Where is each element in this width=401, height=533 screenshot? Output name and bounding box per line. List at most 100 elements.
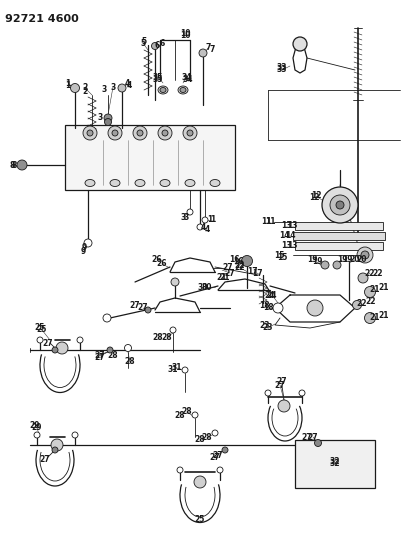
Text: 3: 3 [97,114,103,123]
Text: 3: 3 [110,83,115,92]
Text: 28: 28 [152,333,163,342]
Text: 31: 31 [168,366,178,375]
Circle shape [365,287,375,297]
Text: 27: 27 [40,456,50,464]
Text: 3: 3 [180,213,186,222]
Circle shape [34,432,40,438]
Text: 22: 22 [357,298,367,308]
Text: 1: 1 [210,215,215,224]
Text: 28: 28 [202,433,212,442]
Circle shape [170,327,176,333]
Text: 30: 30 [202,282,212,292]
Text: 15: 15 [275,251,285,260]
Circle shape [278,400,290,412]
Text: 34: 34 [182,72,192,82]
Bar [295,222,383,230]
Text: 19: 19 [312,257,322,266]
Circle shape [299,390,305,396]
Text: 35: 35 [153,72,163,82]
Text: 1: 1 [65,78,71,87]
Text: 21: 21 [378,311,389,319]
Text: 6: 6 [159,39,164,49]
Text: 13: 13 [287,241,297,251]
Text: 26: 26 [152,255,162,264]
Circle shape [77,337,83,343]
Text: 4: 4 [124,78,130,87]
Text: 33: 33 [277,63,287,72]
Text: 28: 28 [174,410,185,419]
Circle shape [361,251,369,259]
Text: 27: 27 [130,301,140,310]
Text: 21: 21 [370,312,380,321]
Circle shape [365,312,375,324]
Circle shape [162,130,168,136]
Text: 22: 22 [235,261,245,270]
Text: 17: 17 [252,269,262,278]
Text: 9: 9 [81,244,87,253]
Circle shape [321,261,329,269]
Text: 27: 27 [95,351,105,360]
Ellipse shape [178,86,188,94]
Circle shape [145,307,151,313]
Text: 22: 22 [372,269,383,278]
Circle shape [357,247,373,263]
Circle shape [103,314,111,322]
Text: 7: 7 [205,44,211,52]
Text: 29: 29 [30,421,40,430]
Text: 21: 21 [370,286,380,295]
Circle shape [152,43,158,50]
Text: 27: 27 [308,432,318,441]
Text: 13: 13 [282,241,292,251]
Ellipse shape [180,87,186,93]
Text: 18: 18 [263,303,273,312]
Text: 20: 20 [356,255,367,264]
Circle shape [212,430,218,436]
Circle shape [52,447,58,453]
Circle shape [107,347,113,353]
Circle shape [358,273,368,283]
Circle shape [105,118,111,125]
Text: 27: 27 [223,263,233,272]
Text: 28: 28 [182,408,192,416]
Text: 5: 5 [142,37,146,46]
Circle shape [51,439,63,451]
Circle shape [112,130,118,136]
Circle shape [194,476,206,488]
Circle shape [197,224,203,230]
Text: 21: 21 [378,284,389,293]
Circle shape [192,412,198,418]
Circle shape [273,303,283,313]
Text: 17: 17 [247,268,258,277]
Text: 32: 32 [330,457,340,466]
Circle shape [108,126,122,140]
Ellipse shape [185,180,195,187]
Text: 24: 24 [265,290,275,300]
Text: 27: 27 [213,450,223,459]
Text: 6: 6 [154,41,160,50]
Bar [293,232,385,240]
Circle shape [241,255,253,266]
Text: 25: 25 [195,515,205,524]
Text: 22: 22 [235,263,245,272]
Text: 16: 16 [229,255,240,264]
Circle shape [87,130,93,136]
Circle shape [52,347,58,353]
Circle shape [118,84,126,92]
Text: 5: 5 [140,38,146,47]
Text: 3: 3 [101,85,107,94]
Text: 14: 14 [279,231,290,240]
Bar [295,440,375,488]
Text: 22: 22 [365,269,375,278]
Circle shape [137,130,143,136]
Text: 28: 28 [125,358,135,367]
Text: 11: 11 [265,217,275,227]
Text: 92721 4600: 92721 4600 [5,14,79,24]
Text: 27: 27 [43,338,53,348]
Circle shape [307,300,323,316]
Circle shape [37,337,43,343]
Text: 1: 1 [65,80,70,90]
Text: 21: 21 [220,273,230,282]
Text: 20: 20 [350,255,360,264]
Text: 4: 4 [200,223,206,232]
Text: 31: 31 [172,364,182,373]
